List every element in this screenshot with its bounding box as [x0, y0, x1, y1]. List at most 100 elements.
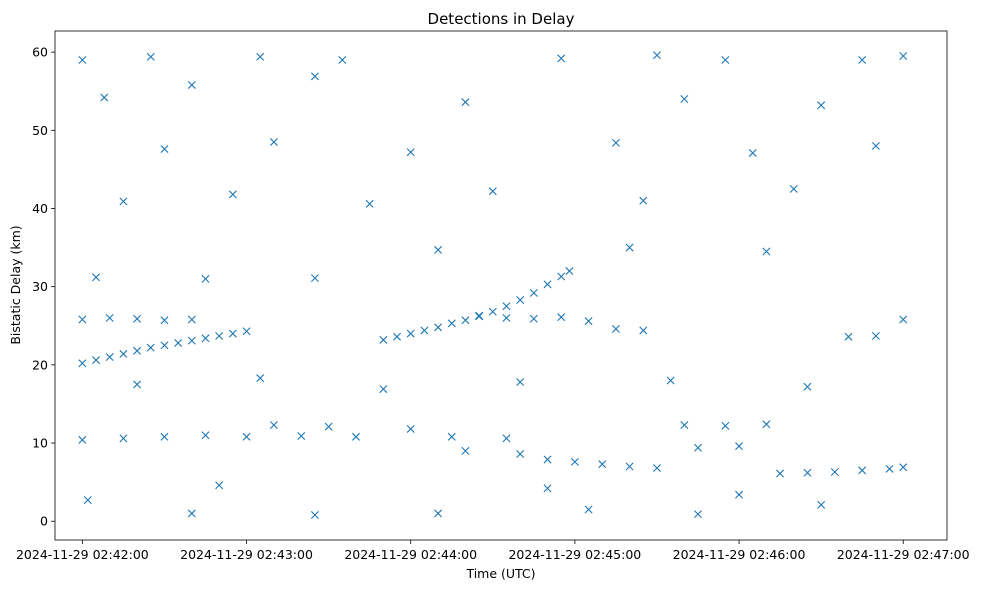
data-point [201, 334, 210, 343]
x-tick-label: 2024-11-29 02:47:00 [837, 547, 970, 562]
data-point [652, 464, 661, 473]
data-point [666, 376, 675, 385]
data-point [310, 510, 319, 519]
plot-area [78, 51, 908, 519]
data-point [187, 336, 196, 345]
data-point [817, 101, 826, 110]
data-point [420, 326, 429, 335]
data-point [105, 313, 114, 322]
data-point [78, 315, 87, 324]
data-point [78, 435, 87, 444]
data-point [406, 329, 415, 338]
data-point [160, 316, 169, 325]
data-point [680, 95, 689, 104]
data-point [516, 378, 525, 387]
x-axis-label: Time (UTC) [465, 566, 535, 581]
x-tick-label: 2024-11-29 02:45:00 [508, 547, 641, 562]
data-point [119, 434, 128, 443]
data-point [146, 52, 155, 61]
data-point [543, 280, 552, 289]
data-point [735, 490, 744, 499]
data-point [543, 455, 552, 464]
data-point [543, 484, 552, 493]
data-point [461, 446, 470, 455]
data-point [557, 313, 566, 322]
data-point [565, 267, 574, 276]
data-point [83, 496, 92, 505]
data-point [680, 421, 689, 430]
data-point [502, 313, 511, 322]
y-tick-label: 50 [32, 123, 48, 138]
x-tick-label: 2024-11-29 02:42:00 [16, 547, 149, 562]
data-point [187, 509, 196, 518]
data-point [187, 315, 196, 324]
data-point [844, 332, 853, 341]
data-point [502, 434, 511, 443]
y-axis: 0 10 20 30 40 50 60 [32, 45, 55, 529]
data-point [133, 314, 142, 323]
data-point [461, 316, 470, 325]
data-point [92, 273, 101, 282]
data-point [242, 327, 251, 336]
data-point [119, 197, 128, 206]
data-point [379, 385, 388, 394]
data-point [297, 432, 306, 440]
x-tick-label: 2024-11-29 02:44:00 [344, 547, 477, 562]
data-point [817, 500, 826, 509]
data-point [721, 55, 730, 64]
data-point [885, 464, 894, 473]
data-point [256, 52, 265, 61]
data-point [133, 346, 142, 355]
data-point [475, 312, 484, 321]
data-point [557, 272, 566, 281]
data-point [379, 335, 388, 344]
data-point [516, 295, 525, 304]
x-tick-label: 2024-11-29 02:46:00 [673, 547, 806, 562]
data-point [789, 184, 798, 193]
y-tick-label: 40 [32, 201, 48, 216]
data-point [461, 98, 470, 107]
data-point [324, 422, 333, 431]
data-point [100, 93, 109, 102]
x-axis: 2024-11-29 02:42:00 2024-11-29 02:43:00 20… [16, 540, 970, 562]
data-point [78, 359, 87, 368]
data-point [105, 353, 114, 362]
x-tick-label: 2024-11-29 02:43:00 [180, 547, 313, 562]
data-point [735, 442, 744, 451]
data-point [584, 317, 593, 326]
data-point [598, 460, 607, 469]
data-point [160, 145, 169, 154]
data-point [748, 148, 757, 157]
data-point [488, 307, 497, 316]
data-point [625, 243, 634, 252]
data-point [146, 343, 155, 352]
data-point [228, 329, 237, 338]
data-point [201, 431, 210, 440]
data-point [762, 247, 771, 256]
data-point [899, 463, 908, 472]
data-point [434, 323, 443, 332]
data-point [762, 420, 771, 429]
axes-frame [54, 30, 948, 541]
y-tick-label: 0 [40, 514, 48, 529]
data-point [858, 55, 867, 64]
data-point [269, 138, 278, 147]
data-point [516, 450, 525, 458]
data-point [434, 509, 443, 518]
data-point [269, 421, 278, 430]
data-point [201, 274, 210, 283]
data-point [694, 443, 702, 452]
data-point [351, 432, 360, 441]
data-point [871, 331, 880, 340]
y-tick-label: 60 [32, 45, 48, 60]
data-point [406, 148, 415, 157]
data-point [858, 466, 867, 475]
data-point [776, 469, 785, 478]
data-point [652, 51, 661, 60]
data-point [639, 326, 648, 335]
data-point [557, 54, 566, 63]
data-point [502, 302, 511, 311]
data-point [447, 432, 456, 441]
data-point [721, 421, 730, 430]
